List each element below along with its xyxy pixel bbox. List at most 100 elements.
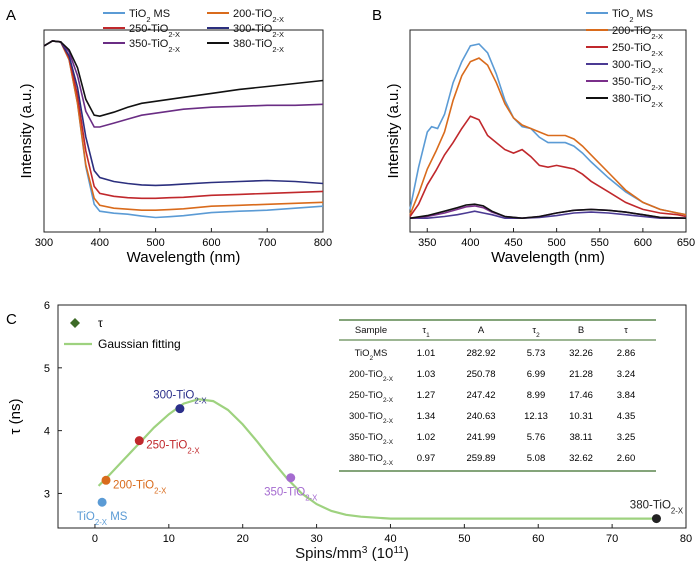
panel-c-table-cell-sample: 200-TiO2-X xyxy=(349,369,394,383)
panel-c-table-cell: 6.99 xyxy=(527,369,546,380)
panel-c-table-cell: 17.46 xyxy=(569,390,593,401)
panel-c-table-cell: 3.84 xyxy=(617,390,636,401)
panel-a-legend-label: TiO2 MS xyxy=(129,8,170,24)
panel-c-point-label: 200-TiO2-X xyxy=(113,479,167,495)
panel-a-series-line xyxy=(43,40,324,219)
panel-b-xtick-label: 550 xyxy=(591,237,609,249)
panel-c-point-label: 350-TiO2-X xyxy=(264,487,318,503)
panel-c-table-cell: 2.86 xyxy=(617,348,636,359)
panel-c-point xyxy=(97,497,107,507)
panel-c-table-cell-sample: 350-TiO2-X xyxy=(349,432,394,446)
panel-c-table-cell: 1.02 xyxy=(417,432,436,443)
panel-b-frame xyxy=(409,29,687,233)
panel-c-frame xyxy=(57,304,687,529)
panel-c-table-cell: 250.78 xyxy=(466,369,495,380)
panel-c-ylabel: τ (ns) xyxy=(7,399,24,435)
panel-b-xtick-label: 600 xyxy=(634,237,652,249)
panel-a-xlabel: Wavelength (nm) xyxy=(127,249,241,266)
panel-c-table-header: Sample xyxy=(355,325,387,336)
panel-c-ytick-label: 6 xyxy=(44,300,50,312)
panel-c-table-header: B xyxy=(578,325,584,336)
panel-a: A 300 400 500 600 700 800 Wavelength (nm) Intens… xyxy=(6,7,332,266)
panel-c-table-cell: 1.01 xyxy=(417,348,436,359)
panel-c-table-cell: 1.34 xyxy=(417,411,436,422)
panel-c-table-cell-sample: 380-TiO2-X xyxy=(349,453,394,467)
panel-a-legend-label: 380-TiO2-X xyxy=(233,38,284,54)
panel-b-series-line xyxy=(409,57,687,216)
panel-c-table-cell: 5.08 xyxy=(527,453,546,464)
panel-a-xtick-label: 800 xyxy=(314,237,332,249)
panel-c-table-header: τ2 xyxy=(532,325,540,339)
panel-c-table-cell: 247.42 xyxy=(466,390,495,401)
panel-a-series-line xyxy=(43,40,324,200)
panel-a-label: A xyxy=(6,7,16,24)
panel-b-series-line xyxy=(409,43,687,216)
panel-b-xtick-label: 450 xyxy=(504,237,522,249)
panel-c-table-cell: 3.25 xyxy=(617,432,636,443)
panel-c-table-cell: 10.31 xyxy=(569,411,593,422)
panel-a-xtick-label: 600 xyxy=(202,237,220,249)
panel-c-table-cell: 38.11 xyxy=(569,432,592,443)
panel-b-legend-label: 300-TiO2-X xyxy=(612,59,663,75)
panel-c-table-cell: 5.76 xyxy=(527,432,546,443)
panel-b-label: B xyxy=(372,7,382,24)
panel-a-legend-label: 250-TiO2-X xyxy=(129,23,180,39)
panel-a-series-line xyxy=(43,40,324,187)
panel-c-table-header: τ1 xyxy=(422,325,430,339)
panel-c-legend-marker xyxy=(70,318,80,328)
panel-a-xtick-label: 500 xyxy=(146,237,164,249)
panel-b-xtick-label: 500 xyxy=(547,237,565,249)
panel-c-xlabel: Spins/mm3 (1011) xyxy=(295,545,409,563)
panel-a-xtick-label: 700 xyxy=(258,237,276,249)
panel-b-xlabel: Wavelength (nm) xyxy=(491,249,605,266)
panel-c-table-cell: 282.92 xyxy=(466,348,495,359)
panel-c-point-label: 380-TiO2-X xyxy=(630,500,684,516)
panel-c-xtick-label: 80 xyxy=(680,533,692,545)
panel-c-table-cell: 3.24 xyxy=(617,369,636,380)
panel-c-table-cell-sample: 250-TiO2-X xyxy=(349,390,394,404)
panel-c-ytick-label: 5 xyxy=(44,363,50,375)
panel-c-fit-curve xyxy=(97,398,657,520)
panel-c-point xyxy=(175,404,185,414)
panel-c-table-cell: 8.99 xyxy=(527,390,546,401)
panel-c-xtick-label: 0 xyxy=(92,533,98,545)
panel-c-xtick-label: 40 xyxy=(384,533,396,545)
panel-b-series-line xyxy=(409,115,687,218)
panel-c-table-header: τ xyxy=(624,325,628,336)
panel-a-legend-label: 350-TiO2-X xyxy=(129,38,180,54)
panel-b-xtick-label: 650 xyxy=(677,237,695,249)
panel-c-label: C xyxy=(6,311,17,328)
panel-c-xtick-label: 50 xyxy=(458,533,470,545)
panel-a-xtick-label: 400 xyxy=(91,237,109,249)
panel-b: B 350 400 450 500 550 600 650 Wavelength (nm) Int… xyxy=(372,7,695,266)
panel-a-series-line xyxy=(43,40,324,118)
panel-b-xtick-label: 350 xyxy=(418,237,436,249)
panel-c-table-cell-sample: 300-TiO2-X xyxy=(349,411,394,425)
panel-b-legend-label: 250-TiO2-X xyxy=(612,42,663,58)
panel-b-ylabel: Intensity (a.u.) xyxy=(385,83,402,178)
panel-c-table-cell: 5.73 xyxy=(527,348,546,359)
panel-c-point-label: TiO2-X MS xyxy=(77,511,128,527)
panel-c-xtick-label: 20 xyxy=(237,533,249,545)
panel-a-frame xyxy=(43,29,324,233)
panel-c-point xyxy=(134,436,144,446)
panel-c-xtick-label: 70 xyxy=(606,533,618,545)
panel-c-table-cell-sample: TiO2MS xyxy=(355,348,388,362)
panel-c-point xyxy=(101,475,111,485)
panel-c-table-cell: 259.89 xyxy=(466,453,495,464)
panel-c-point-label: 250-TiO2-X xyxy=(146,440,200,456)
panel-c-point xyxy=(286,473,296,483)
panel-c-point-label: 300-TiO2-X xyxy=(153,390,207,406)
panel-c-legend-label: Gaussian fitting xyxy=(98,337,181,351)
panel-c: C 0 10 20 30 40 50 60 70 80 3 4 5 6 Spins/mm3 (1011) τ … xyxy=(6,300,692,562)
panel-c-point xyxy=(651,514,661,524)
panel-a-ylabel: Intensity (a.u.) xyxy=(18,83,35,178)
panel-c-table-cell: 2.60 xyxy=(617,453,636,464)
panel-c-table-header: A xyxy=(478,325,485,336)
panel-c-table-cell: 240.63 xyxy=(466,411,495,422)
panel-a-xtick-label: 300 xyxy=(35,237,53,249)
panel-a-series-line xyxy=(43,40,324,128)
panel-c-ytick-label: 3 xyxy=(44,488,50,500)
